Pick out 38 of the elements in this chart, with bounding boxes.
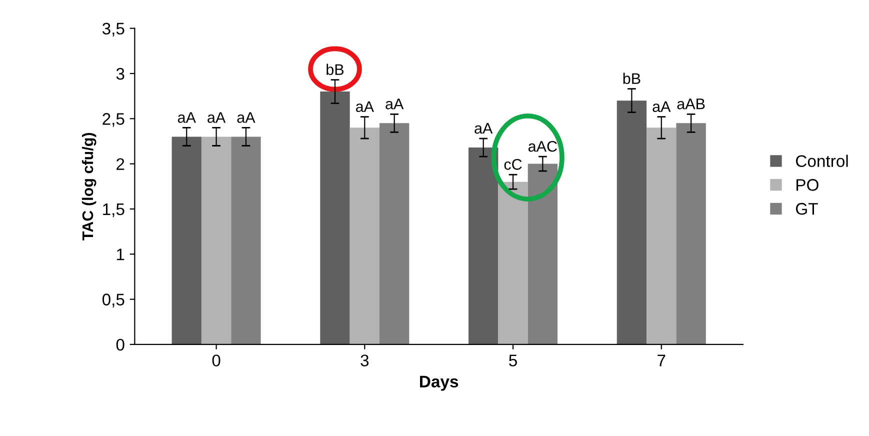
legend-label: GT — [796, 202, 818, 215]
y-tick-label: 1,5 — [103, 204, 124, 218]
bar — [676, 123, 706, 344]
y-axis-title: TAC (log cfu/g) — [82, 132, 96, 240]
y-tick-label: 2 — [116, 158, 124, 170]
data-label: aAC — [528, 140, 557, 152]
y-tick-label: 1 — [116, 248, 124, 260]
data-label: aA — [356, 101, 374, 112]
legend-label: Control — [796, 154, 848, 167]
data-label: aA — [208, 112, 226, 123]
y-tick-label: 3,5 — [102, 22, 124, 37]
bar — [616, 100, 647, 344]
x-tick-label: 7 — [658, 354, 666, 366]
data-label: aAB — [677, 98, 705, 110]
bar — [380, 123, 410, 344]
x-tick-label: 5 — [509, 354, 517, 366]
y-tick-label: 3 — [116, 68, 124, 80]
bar — [231, 136, 261, 344]
bar — [350, 128, 380, 344]
y-tick-label: 2,5 — [102, 113, 124, 127]
y-tick-label: 0,5 — [102, 294, 124, 308]
x-tick-label: 3 — [360, 354, 369, 366]
bar — [468, 148, 498, 344]
bar — [646, 128, 676, 344]
data-label: bB — [326, 64, 344, 75]
x-axis-title: Days — [420, 376, 458, 391]
x-tick-label: 0 — [212, 354, 220, 366]
data-label: bB — [623, 72, 640, 84]
data-label: aA — [237, 112, 256, 123]
data-label: aA — [474, 123, 493, 134]
data-label: aA — [652, 101, 671, 112]
bar — [172, 136, 202, 344]
legend-label: PO — [796, 179, 818, 191]
y-tick-label: 0 — [116, 338, 124, 351]
data-label: cC — [504, 159, 522, 170]
data-label: aA — [386, 98, 404, 110]
bar — [201, 136, 232, 344]
data-label: aA — [178, 112, 196, 123]
